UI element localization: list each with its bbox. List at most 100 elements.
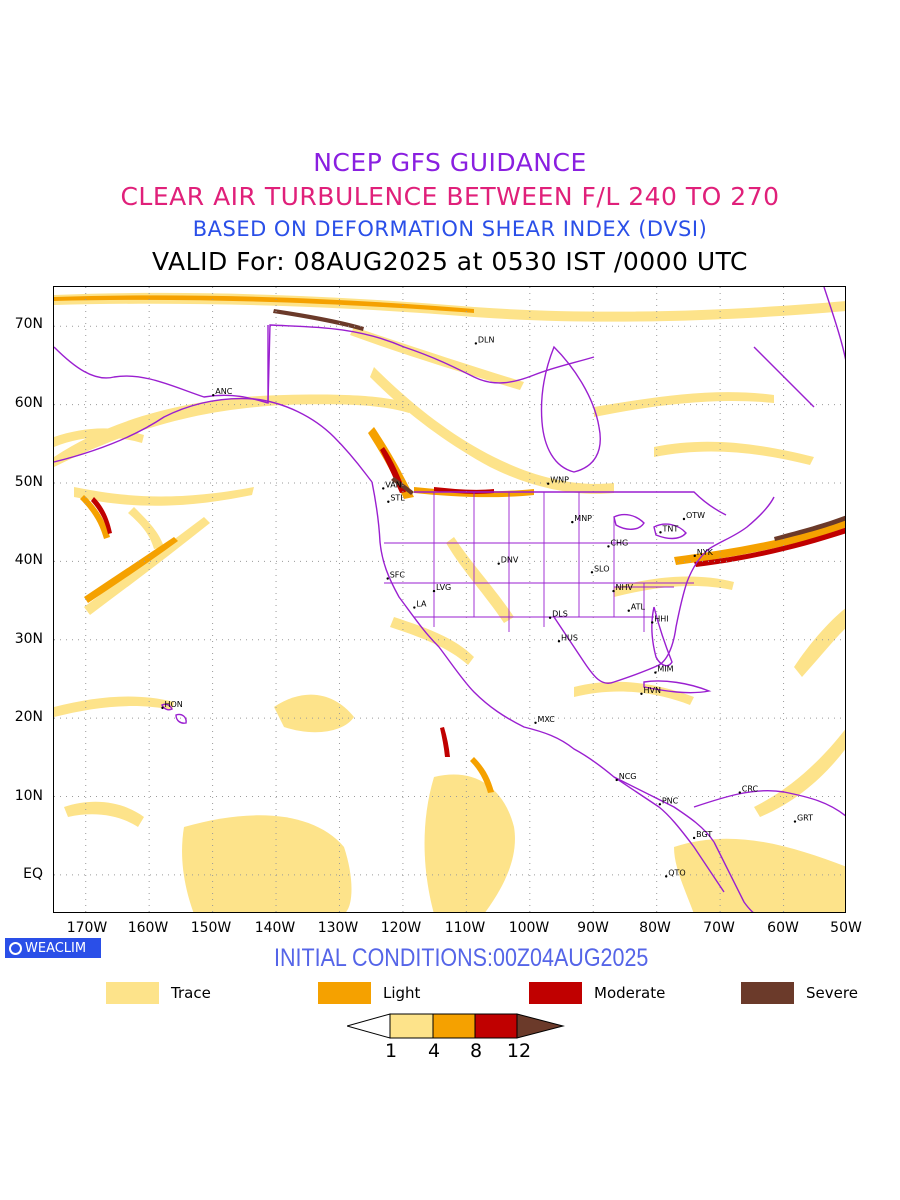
lon-label: 160W <box>127 920 169 936</box>
station-labels: DLN ANC VAN STL WNP OTW TNT MNP CHG NYK DNV SFC SLO L… <box>161 335 813 878</box>
legend-moderate: Moderate <box>529 982 665 1004</box>
station-label: DLN <box>478 335 495 344</box>
colorbar-low-arrow <box>347 1013 391 1039</box>
lat-label: 40N <box>14 552 43 568</box>
station-label: NHV <box>616 583 634 592</box>
station-label: GRT <box>797 814 813 823</box>
station-marker <box>386 577 389 580</box>
station-label: VAN <box>385 480 401 489</box>
lon-label: 90W <box>577 920 609 936</box>
lat-label: 70N <box>14 316 43 332</box>
station-label: SLO <box>594 564 610 573</box>
station-label: MNP <box>574 514 592 523</box>
station-label: ATL <box>631 603 646 612</box>
station-marker <box>557 640 561 643</box>
station-label: PNC <box>662 796 679 805</box>
legend-swatch-severe <box>741 982 794 1004</box>
chart-title: NCEP GFS GUIDANCE <box>313 148 587 177</box>
watermark-logo: WEACLIM <box>5 938 101 958</box>
turbulence-shading <box>54 292 845 912</box>
legend-trace: Trace <box>106 982 211 1004</box>
station-marker <box>738 791 741 794</box>
lat-label: 50N <box>14 474 43 490</box>
station-label: OTW <box>686 511 705 520</box>
station-marker <box>548 616 552 619</box>
station-marker <box>534 721 537 724</box>
station-label: HVN <box>643 686 660 695</box>
lon-label: 100W <box>508 920 550 936</box>
station-marker <box>571 520 574 524</box>
legend-label-severe: Severe <box>806 984 858 1002</box>
station-label: NCG <box>619 772 637 781</box>
lon-label: 70W <box>703 920 735 936</box>
trace-areas <box>54 292 845 912</box>
colorbar <box>347 1013 565 1039</box>
station-label: DLS <box>552 610 568 619</box>
graticule <box>54 287 845 912</box>
colorbar-tick: 1 <box>384 1040 398 1062</box>
severe-areas <box>273 309 845 541</box>
station-label: CHG <box>610 538 628 547</box>
chart-subtitle: CLEAR AIR TURBULENCE BETWEEN F/L 240 TO … <box>120 182 780 211</box>
station-marker <box>590 571 594 574</box>
station-marker <box>413 606 416 609</box>
watermark-text: WEACLIM <box>25 940 87 956</box>
coastlines-and-borders <box>54 287 845 912</box>
lon-label: 80W <box>639 920 671 936</box>
legend-swatch-light <box>318 982 371 1004</box>
station-label: HUS <box>561 633 578 642</box>
station-label: LA <box>416 600 427 609</box>
station-label: HHI <box>654 614 668 623</box>
legend-swatch-moderate <box>529 982 582 1004</box>
station-label: WNP <box>550 476 569 485</box>
station-label: SFC <box>390 571 406 580</box>
state-borders <box>384 492 714 632</box>
station-marker <box>651 621 654 624</box>
turbulence-map: DLN ANC VAN STL WNP OTW TNT MNP CHG NYK DNV SFC SLO L… <box>53 286 846 913</box>
station-marker <box>212 393 215 397</box>
station-label: LVG <box>436 583 451 592</box>
legend-swatch-trace <box>106 982 159 1004</box>
station-marker <box>615 778 618 782</box>
station-label: MIM <box>657 665 673 674</box>
station-marker <box>654 671 657 674</box>
station-label: MXC <box>538 715 556 724</box>
legend-light: Light <box>318 982 420 1004</box>
station-marker <box>658 803 662 806</box>
lat-label: 20N <box>14 709 43 725</box>
station-marker <box>607 545 610 548</box>
station-marker <box>497 562 500 565</box>
station-label: BGT <box>696 830 712 839</box>
lon-label: 50W <box>830 920 862 936</box>
station-marker <box>682 517 686 521</box>
lat-label: 60N <box>14 395 43 411</box>
station-marker <box>793 820 797 823</box>
station-marker <box>664 875 668 878</box>
legend-severe: Severe <box>741 982 858 1004</box>
valid-time: VALID For: 08AUG2025 at 0530 IST /0000 U… <box>152 247 748 276</box>
initial-conditions: INITIAL CONDITIONS:00Z04AUG2025 <box>274 944 649 972</box>
station-marker <box>627 609 630 612</box>
station-label: STL <box>390 494 405 503</box>
station-marker <box>640 692 643 695</box>
lon-label: 110W <box>444 920 486 936</box>
station-marker <box>382 487 385 490</box>
colorbar-trace <box>389 1013 434 1039</box>
lon-label: 170W <box>66 920 108 936</box>
station-marker <box>387 500 390 503</box>
station-label: DNV <box>501 556 519 565</box>
chart-method: BASED ON DEFORMATION SHEAR INDEX (DVSI) <box>192 217 708 241</box>
station-label: CRC <box>742 785 759 794</box>
lon-label: 150W <box>190 920 232 936</box>
lon-label: 60W <box>767 920 799 936</box>
lat-label: EQ <box>23 866 43 882</box>
moderate-areas <box>91 447 845 757</box>
station-marker <box>692 836 696 840</box>
colorbar-tick: 8 <box>469 1040 483 1062</box>
lon-label: 120W <box>380 920 422 936</box>
logo-circle-icon <box>9 941 22 955</box>
station-label: QTO <box>668 868 685 877</box>
legend-label-moderate: Moderate <box>594 984 666 1002</box>
station-marker <box>546 482 550 485</box>
colorbar-moderate <box>474 1013 518 1039</box>
